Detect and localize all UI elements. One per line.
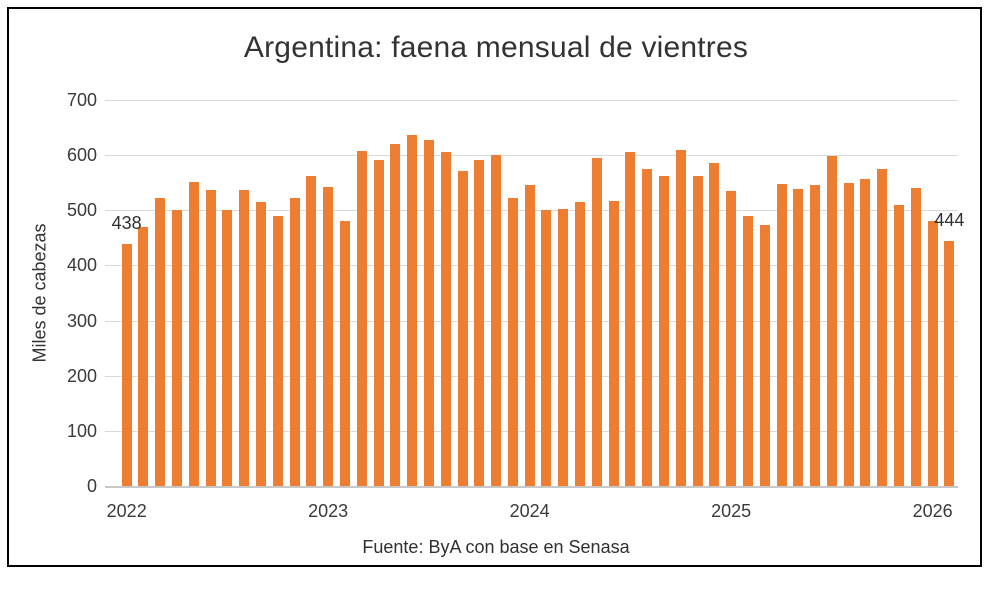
bar-2024-01 <box>524 185 535 486</box>
bar-2025-11 <box>894 204 905 486</box>
bar-2022-02 <box>138 226 149 486</box>
y-tick-0: 0 <box>86 476 97 496</box>
bar-2025-10 <box>877 168 888 486</box>
bar-2023-02 <box>339 220 350 486</box>
bar-2022-03 <box>155 197 166 486</box>
bar-2023-10 <box>474 159 485 486</box>
y-tick-200: 200 <box>66 365 97 386</box>
bar-2023-09 <box>457 171 468 486</box>
x-tick-2026: 2026 <box>912 501 953 521</box>
bar-value-label-444: 444 <box>934 210 965 231</box>
bar-2024-10 <box>675 149 686 486</box>
bar-2022-12 <box>306 176 317 486</box>
bar-2025-12 <box>910 187 921 486</box>
bar-2022-04 <box>172 210 183 486</box>
bar-2023-08 <box>440 152 451 486</box>
bar-2026-02 <box>944 241 955 486</box>
y-tick-600: 600 <box>66 145 97 166</box>
x-tick-2024: 2024 <box>509 501 550 521</box>
bar-2022-06 <box>205 190 216 486</box>
bar-value-label-438: 438 <box>111 213 142 234</box>
bar-2025-03 <box>759 224 770 486</box>
gridline-600 <box>105 155 958 157</box>
bar-2023-12 <box>507 198 518 486</box>
bar-2022-05 <box>188 181 199 486</box>
bar-2025-04 <box>776 184 787 486</box>
bar-2023-01 <box>323 186 334 486</box>
bar-2022-08 <box>239 189 250 486</box>
bar-2024-03 <box>558 209 569 486</box>
bar-2024-11 <box>692 176 703 486</box>
x-tick-2025: 2025 <box>711 501 752 521</box>
bar-2025-02 <box>742 216 753 486</box>
bar-2025-05 <box>793 189 804 486</box>
bar-2023-07 <box>423 139 434 486</box>
y-tick-300: 300 <box>66 310 97 331</box>
y-tick-700: 700 <box>66 90 97 110</box>
bar-2025-07 <box>826 156 837 486</box>
y-tick-400: 400 <box>66 255 97 276</box>
bar-2024-05 <box>591 158 602 486</box>
bar-2024-08 <box>642 169 653 486</box>
gridline-700 <box>105 100 958 101</box>
bar-2022-09 <box>256 202 267 486</box>
bar-2024-09 <box>658 175 669 486</box>
x-tick-2022: 2022 <box>106 501 147 521</box>
bar-2024-07 <box>625 152 636 486</box>
source-note: Fuente: ByA con base en Senasa <box>362 537 630 557</box>
bar-2023-05 <box>390 144 401 486</box>
bar-2026-01 <box>927 220 938 486</box>
bar-2023-06 <box>407 134 418 486</box>
bar-2023-11 <box>491 155 502 486</box>
bar-2025-09 <box>860 178 871 486</box>
bar-2022-10 <box>272 215 283 486</box>
bar-2022-11 <box>289 197 300 486</box>
bar-2024-06 <box>608 201 619 486</box>
bar-2024-02 <box>541 210 552 486</box>
bar-2025-08 <box>843 183 854 486</box>
y-tick-500: 500 <box>66 200 97 221</box>
bar-2025-01 <box>726 190 737 486</box>
bar-2022-01 <box>121 244 132 486</box>
chart-title: Argentina: faena mensual de vientres <box>243 31 749 64</box>
gridline-0 <box>105 485 958 488</box>
bar-2024-12 <box>709 163 720 486</box>
bar-2023-04 <box>373 159 384 486</box>
y-axis-title: Miles de cabezas <box>29 223 50 363</box>
bar-2024-04 <box>575 202 586 486</box>
bar-2025-06 <box>810 185 821 486</box>
y-tick-100: 100 <box>66 420 97 441</box>
bar-2022-07 <box>222 209 233 486</box>
chart-border <box>7 7 982 567</box>
bar-2023-03 <box>356 151 367 486</box>
x-tick-2023: 2023 <box>308 501 349 521</box>
